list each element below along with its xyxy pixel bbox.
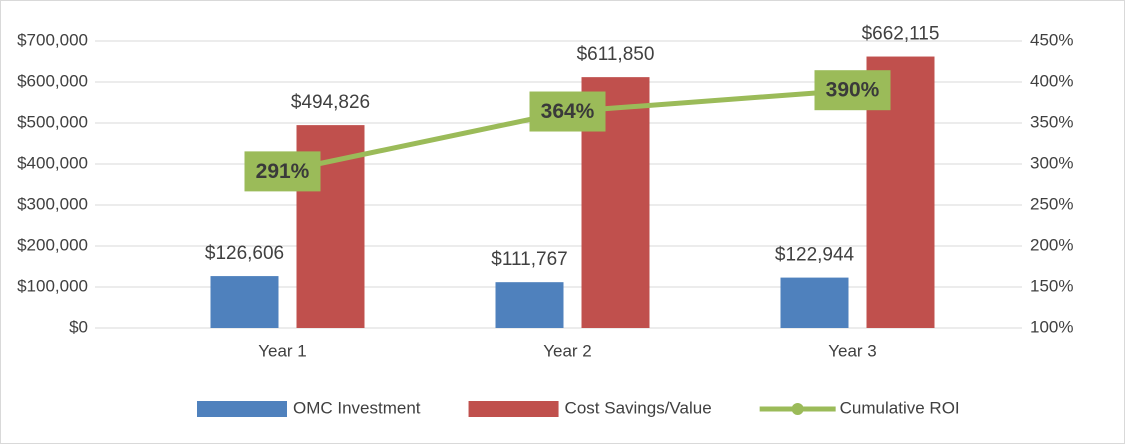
y-tick-label: $200,000 [17,235,88,254]
line-label-box [244,151,321,192]
legend-label: OMC Investment [293,398,421,417]
bar-value-label: $122,944 [775,245,855,266]
y2-tick-label: 250% [1030,194,1073,213]
line-label-box [529,91,606,132]
y2-tick-label: 350% [1030,112,1073,131]
bar-value-label: $111,767 [491,249,567,270]
bar-value-label: $126,606 [205,243,284,264]
legend-swatch [197,401,287,417]
y-tick-label: $100,000 [17,276,88,295]
y-tick-label: $0 [69,317,88,336]
legend-marker [791,403,804,415]
bar [495,282,564,328]
bar [780,277,849,328]
legend-swatch [468,401,559,417]
y2-tick-label: 400% [1030,71,1073,90]
y-tick-label: $300,000 [17,194,88,213]
x-tick-label: Year 2 [543,341,592,360]
line-value-label: 364% [541,100,595,123]
y2-tick-label: 450% [1030,30,1073,49]
bar-value-label: $611,850 [577,44,655,65]
x-tick-label: Year 1 [258,341,307,360]
y2-tick-label: 150% [1030,276,1073,295]
line-label-box [814,70,891,111]
line-value-label: 291% [256,160,310,183]
bar-value-label: $662,115 [862,24,940,45]
y2-tick-label: 100% [1030,317,1073,336]
x-tick-label: Year 3 [828,341,877,360]
legend-label: Cost Savings/Value [565,398,712,417]
y-tick-label: $500,000 [17,112,88,131]
y2-tick-label: 200% [1030,235,1073,254]
y-tick-label: $600,000 [17,71,88,90]
bar-value-label: $494,826 [291,92,370,113]
line-value-label: 390% [826,79,880,102]
bar [210,276,279,328]
y-tick-label: $400,000 [17,153,88,172]
y2-tick-label: 300% [1030,153,1073,172]
y-tick-label: $700,000 [17,30,88,49]
legend-label: Cumulative ROI [840,398,960,417]
